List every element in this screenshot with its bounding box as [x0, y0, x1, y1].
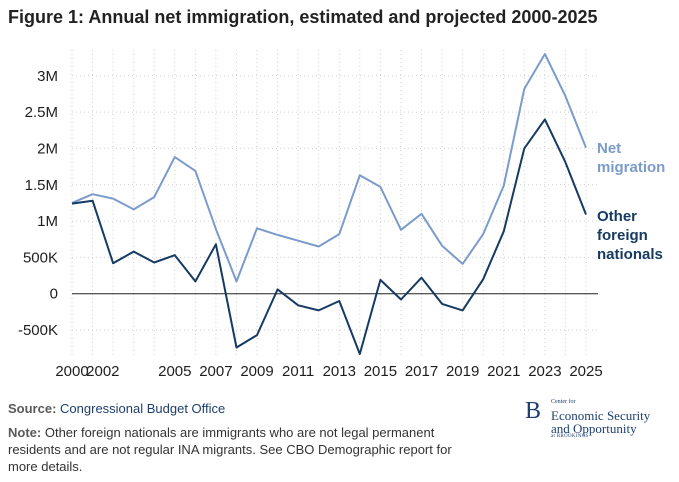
- y-tick-label: 2.5M: [25, 104, 58, 121]
- series-line-other-foreign-nationals: [71, 118, 587, 355]
- logo-letter: B: [525, 398, 542, 424]
- logo-line-2: and Opportunity: [551, 421, 637, 436]
- x-tick-label: 2007: [199, 363, 232, 380]
- x-tick-label: 2021: [487, 363, 520, 380]
- x-tick-label: 2005: [158, 363, 191, 380]
- brookings-logo: B Center for Economic Security and Oppor…: [525, 398, 675, 439]
- y-tick-label: 2M: [37, 140, 58, 157]
- series-line-net-migration: [71, 53, 587, 283]
- y-tick-label: 500K: [23, 249, 58, 266]
- grid-lines: [71, 50, 598, 355]
- x-tick-label: 2019: [446, 363, 479, 380]
- y-tick-label: 1M: [37, 213, 58, 230]
- series-lines: [71, 53, 587, 355]
- source-line: Source: Congressional Budget Office: [8, 401, 225, 416]
- note-text: Other foreign nationals are immigrants w…: [8, 425, 452, 474]
- chart-title: Figure 1: Annual net immigration, estima…: [8, 7, 598, 27]
- series-label: Other: [597, 208, 637, 225]
- logo-line-1: Economic Security: [551, 408, 651, 423]
- source-label: Source:: [8, 401, 57, 416]
- y-tick-label: 0: [50, 286, 58, 303]
- x-tick-label: 2025: [569, 363, 602, 380]
- x-tick-label: 2002: [86, 363, 119, 380]
- x-tick-label: 2000: [55, 363, 88, 380]
- logo-small-text: Center for: [551, 399, 576, 405]
- series-label: nationals: [597, 246, 663, 263]
- series-label: migration: [597, 159, 665, 176]
- source-link[interactable]: Congressional Budget Office: [60, 401, 226, 416]
- y-tick-label: -500K: [18, 322, 58, 339]
- series-label: foreign: [597, 227, 648, 244]
- y-tick-label: 1.5M: [25, 177, 58, 194]
- series-label: Net: [597, 140, 621, 157]
- x-tick-label: 2009: [240, 363, 273, 380]
- series-labels: Net migration Other foreign nationals: [597, 140, 665, 263]
- x-tick-label: 2017: [405, 363, 438, 380]
- note-paragraph: Note: Other foreign nationals are immigr…: [8, 424, 478, 475]
- x-tick-label: 2023: [528, 363, 561, 380]
- x-tick-label: 2011: [282, 363, 314, 380]
- x-tick-label: 2015: [364, 363, 397, 380]
- x-tick-label: 2013: [323, 363, 356, 380]
- logo-line-3: at BROOKINGS: [551, 434, 589, 439]
- y-tick-label: 3M: [37, 68, 58, 85]
- note-label: Note:: [8, 425, 42, 440]
